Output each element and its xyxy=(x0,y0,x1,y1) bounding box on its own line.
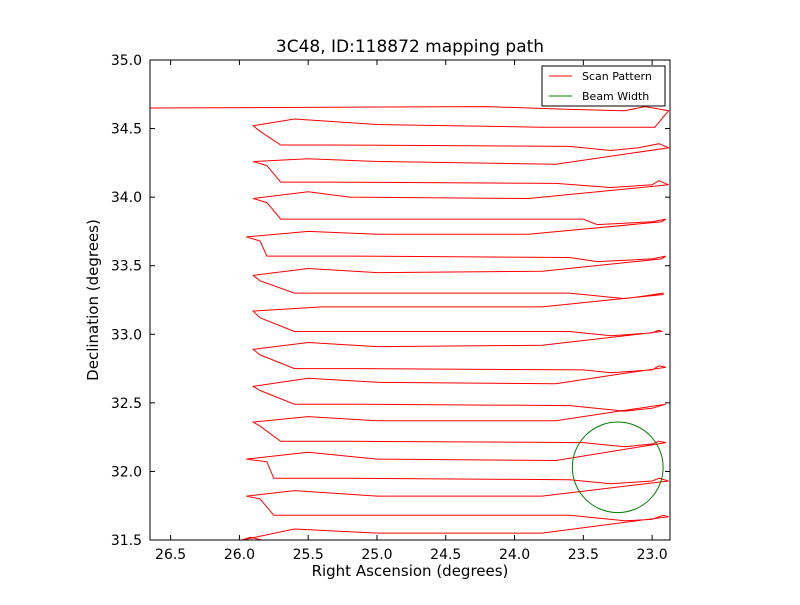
plot-frame xyxy=(149,59,671,541)
x-tick-label: 26.0 xyxy=(224,547,255,563)
legend-label-scan-pattern: Scan Pattern xyxy=(582,70,652,83)
x-tick-label: 25.0 xyxy=(361,547,392,563)
axis-ticks: 26.5 26.0 25.5 25.0 24.5 24.0 23.5 23.0 31.5 32.0… xyxy=(111,53,670,563)
scan-pattern-line xyxy=(150,106,670,540)
x-tick-label: 23.5 xyxy=(568,547,599,563)
y-tick-label: 32.5 xyxy=(111,396,142,412)
legend-label-beam-width: Beam Width xyxy=(582,90,649,103)
y-tick-label: 35.0 xyxy=(111,53,142,69)
x-axis-label: Right Ascension (degrees) xyxy=(312,562,509,580)
legend: Scan Pattern Beam Width xyxy=(541,65,666,107)
x-tick-label: 23.0 xyxy=(637,547,668,563)
chart-title: 3C48, ID:118872 mapping path xyxy=(276,37,544,57)
y-axis-label: Declination (degrees) xyxy=(84,219,102,381)
x-tick-label: 26.5 xyxy=(155,547,186,563)
y-tick-label: 34.0 xyxy=(111,190,142,206)
y-tick-label: 33.0 xyxy=(111,327,142,343)
legend-box xyxy=(541,65,666,107)
plot-series-area xyxy=(150,106,670,540)
y-tick-label: 31.5 xyxy=(111,533,142,549)
y-tick-label: 34.5 xyxy=(111,122,142,138)
beam-width-circle xyxy=(571,421,664,514)
y-tick-label: 33.5 xyxy=(111,259,142,275)
x-tick-label: 24.5 xyxy=(430,547,461,563)
x-tick-label: 24.0 xyxy=(499,547,530,563)
y-tick-label: 32.0 xyxy=(111,464,142,480)
x-tick-label: 25.5 xyxy=(293,547,324,563)
